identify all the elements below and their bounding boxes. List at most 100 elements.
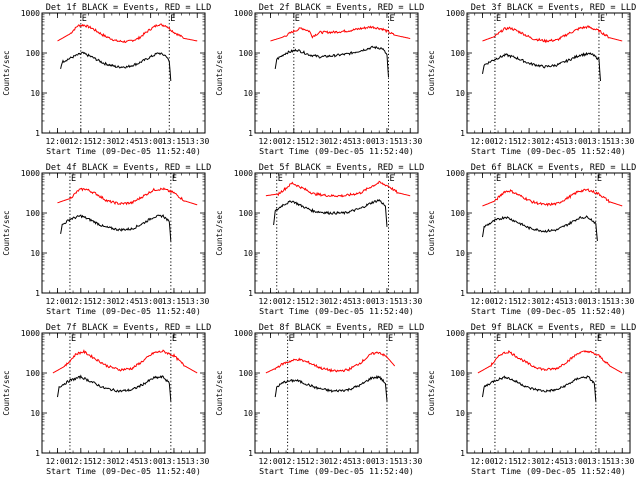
panel-3: Det 3f BLACK = Events, RED = LLD 1 10 100 10… <box>427 3 636 156</box>
interval-flag-label: E <box>496 14 501 24</box>
series-events <box>274 45 389 78</box>
x-tick-label: 13:00 <box>564 297 588 306</box>
x-tick-label: 13:00 <box>564 457 588 466</box>
y-tick-label: 10 <box>455 89 465 98</box>
x-tick-label: 13:30 <box>185 457 209 466</box>
series-lld <box>265 351 396 374</box>
y-axis-label: Counts/sec <box>2 50 11 95</box>
interval-flag-label: E <box>600 14 605 24</box>
interval-flag-label: E <box>170 14 175 24</box>
panel-title: Det 8f BLACK = Events, RED = LLD <box>259 323 425 333</box>
x-tick-label: 13:30 <box>398 137 422 146</box>
plot-frame <box>41 172 206 294</box>
x-tick-label: 13:00 <box>352 297 376 306</box>
series-events <box>60 214 172 242</box>
y-tick-label: 100 <box>451 209 466 218</box>
y-axis-label: Counts/sec <box>427 50 436 95</box>
plot-frame <box>466 12 631 134</box>
series-lld <box>477 350 623 374</box>
x-tick-label: 12:15 <box>69 297 93 306</box>
y-tick-label: 10 <box>30 249 40 258</box>
x-tick-label: 12:45 <box>115 457 139 466</box>
y-axis-label: Counts/sec <box>215 370 224 415</box>
x-tick-label: 13:00 <box>352 457 376 466</box>
x-axis-label: Start Time (09-Dec-05 11:52:40) <box>46 466 201 476</box>
y-tick-label: 1 <box>460 289 465 298</box>
plot-frame <box>254 12 419 134</box>
series-events <box>274 374 388 402</box>
x-tick-label: 12:15 <box>494 457 518 466</box>
x-tick-label: 12:30 <box>92 457 116 466</box>
panel-8: Det 8f BLACK = Events, RED = LLD 1 10 100 10… <box>215 323 424 476</box>
y-tick-label: 1 <box>248 129 253 138</box>
y-tick-label: 100 <box>451 49 466 58</box>
y-tick-label: 1000 <box>21 9 40 18</box>
interval-flag-label: E <box>71 334 76 344</box>
interval-flag-label: E <box>278 174 283 184</box>
series-events <box>57 374 172 402</box>
x-tick-label: 12:45 <box>328 457 352 466</box>
interval-flag-label: E <box>496 174 501 184</box>
x-axis-label: Start Time (09-Dec-05 11:52:40) <box>471 466 626 476</box>
plot-frame <box>41 332 206 454</box>
x-tick-label: 13:15 <box>162 137 186 146</box>
x-axis-label: Start Time (09-Dec-05 11:52:40) <box>471 306 626 316</box>
y-tick-label: 1000 <box>446 9 465 18</box>
x-tick-label: 13:30 <box>185 137 209 146</box>
x-tick-label: 13:15 <box>587 137 611 146</box>
series-lld <box>482 25 623 44</box>
y-tick-label: 1 <box>35 449 40 458</box>
x-tick-label: 12:30 <box>517 137 541 146</box>
y-tick-label: 1 <box>248 289 253 298</box>
y-axis-label: Counts/sec <box>2 370 11 415</box>
x-tick-label: 12:15 <box>69 457 93 466</box>
y-tick-label: 100 <box>451 369 466 378</box>
x-tick-label: 12:30 <box>305 457 329 466</box>
x-tick-label: 12:30 <box>305 297 329 306</box>
y-tick-label: 10 <box>455 409 465 418</box>
x-tick-label: 13:30 <box>398 297 422 306</box>
y-tick-label: 1000 <box>446 169 465 178</box>
series-lld <box>270 25 411 42</box>
x-tick-label: 12:45 <box>115 137 139 146</box>
x-tick-label: 12:45 <box>328 297 352 306</box>
x-tick-label: 13:15 <box>375 297 399 306</box>
panel-9: Det 9f BLACK = Events, RED = LLD 1 10 100 10… <box>427 323 636 476</box>
y-tick-label: 10 <box>455 249 465 258</box>
panel-title: Det 4f BLACK = Events, RED = LLD <box>46 163 212 173</box>
interval-flag-label: E <box>71 174 76 184</box>
panel-title: Det 5f BLACK = Events, RED = LLD <box>259 163 425 173</box>
panel-title: Det 6f BLACK = Events, RED = LLD <box>471 163 637 173</box>
y-tick-label: 1000 <box>234 329 253 338</box>
interval-flag-label: E <box>388 334 393 344</box>
series-lld <box>265 180 411 198</box>
panel-4: Det 4f BLACK = Events, RED = LLD 1 10 100 10… <box>2 163 211 316</box>
x-tick-label: 12:00 <box>258 297 282 306</box>
y-tick-label: 100 <box>26 209 41 218</box>
panel-2: Det 2f BLACK = Events, RED = LLD 1 10 100 10… <box>215 3 424 156</box>
x-tick-label: 13:00 <box>352 137 376 146</box>
x-tick-label: 12:30 <box>517 457 541 466</box>
series-events <box>482 215 598 242</box>
y-tick-label: 100 <box>239 209 254 218</box>
x-axis-label: Start Time (09-Dec-05 11:52:40) <box>259 306 414 316</box>
x-tick-label: 13:30 <box>610 297 634 306</box>
plot-frame <box>254 332 419 454</box>
y-tick-label: 100 <box>26 49 41 58</box>
y-axis-label: Counts/sec <box>215 210 224 255</box>
y-tick-label: 1000 <box>21 329 40 338</box>
plot-frame <box>466 172 631 294</box>
plot-frame <box>254 172 419 294</box>
plot-frame <box>466 332 631 454</box>
x-tick-label: 13:00 <box>139 297 163 306</box>
x-axis-label: Start Time (09-Dec-05 11:52:40) <box>46 146 201 156</box>
x-axis-label: Start Time (09-Dec-05 11:52:40) <box>471 146 626 156</box>
x-tick-label: 13:00 <box>139 457 163 466</box>
panel-title: Det 7f BLACK = Events, RED = LLD <box>46 323 212 333</box>
series-lld <box>57 187 198 206</box>
x-tick-label: 12:45 <box>540 137 564 146</box>
y-tick-label: 1000 <box>21 169 40 178</box>
x-tick-label: 12:30 <box>305 137 329 146</box>
x-tick-label: 12:30 <box>517 297 541 306</box>
